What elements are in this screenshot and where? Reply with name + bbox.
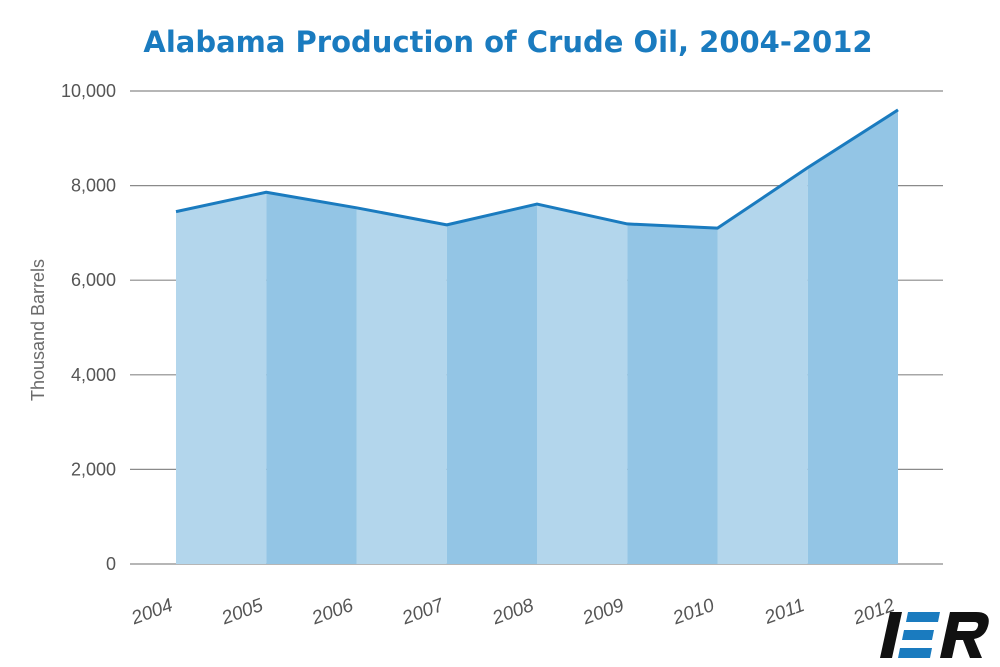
series-line [175, 108, 899, 230]
area-band-2011-2012 [807, 109, 898, 565]
y-tick-label: 10,000 [61, 81, 116, 101]
x-tick-label: 2008 [489, 595, 537, 630]
logo-letter-i [880, 612, 902, 658]
area-band-2009-2010 [627, 223, 718, 564]
area-band-2005-2006 [266, 192, 357, 565]
area-band-2004-2005 [176, 192, 267, 565]
x-axis-ticks: 2004 2005 2006 2007 2008 2009 2010 2011 2012 [128, 594, 898, 629]
chart-title: Alabama Production of Crude Oil, 2004-20… [143, 25, 872, 59]
y-axis-label: Thousand Barrels [28, 259, 48, 401]
x-tick-label: 2010 [669, 595, 717, 630]
y-tick-label: 4,000 [71, 365, 116, 385]
ier-logo [880, 612, 989, 658]
x-tick-label: 2009 [579, 595, 627, 630]
area-band-2008-2009 [537, 204, 628, 564]
x-tick-label: 2006 [308, 595, 356, 630]
x-tick-label: 2011 [761, 595, 808, 629]
y-axis-ticks: 0 2,000 4,000 6,000 8,000 10,000 [61, 81, 116, 574]
area-band-2007-2008 [446, 204, 537, 564]
logo-letter-r [940, 612, 989, 658]
series-line-layer [175, 108, 899, 230]
area-band-2006-2007 [356, 207, 447, 564]
logo-letter-e-bottom [898, 648, 932, 658]
x-tick-label: 2005 [218, 595, 266, 630]
y-tick-label: 8,000 [71, 176, 116, 196]
logo-letter-e-middle [902, 630, 934, 640]
x-tick-label: 2004 [128, 595, 176, 630]
y-tick-label: 6,000 [71, 270, 116, 290]
area-band-2010-2011 [717, 167, 808, 564]
area-bands [176, 109, 898, 565]
x-tick-label: 2007 [399, 594, 448, 629]
y-tick-label: 0 [106, 554, 116, 574]
logo-letter-e-top [906, 612, 940, 622]
y-tick-label: 2,000 [71, 459, 116, 479]
